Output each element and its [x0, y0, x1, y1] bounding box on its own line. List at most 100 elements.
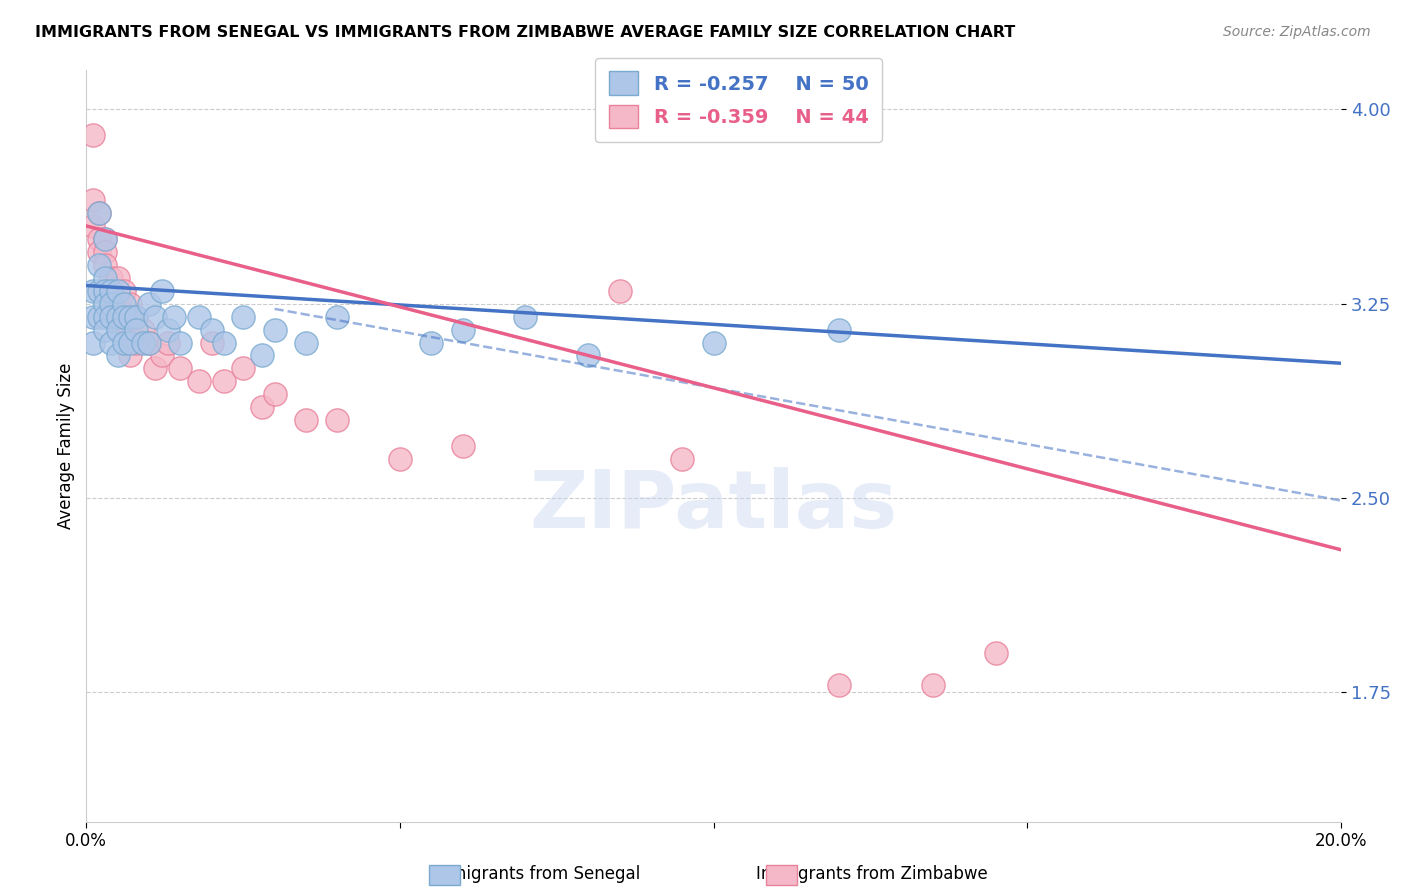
Point	[143, 310, 166, 324]
Point	[138, 335, 160, 350]
Point	[188, 375, 211, 389]
Point	[671, 452, 693, 467]
Point	[87, 206, 110, 220]
Point	[828, 677, 851, 691]
Point	[82, 310, 104, 324]
Point	[169, 361, 191, 376]
Point	[87, 244, 110, 259]
Point	[94, 232, 117, 246]
Point	[263, 387, 285, 401]
Point	[107, 296, 129, 310]
Point	[326, 413, 349, 427]
Point	[107, 310, 129, 324]
Point	[82, 128, 104, 143]
Point	[87, 284, 110, 298]
Point	[107, 322, 129, 336]
Point	[112, 310, 135, 324]
Point	[250, 401, 273, 415]
Point	[609, 284, 631, 298]
Point	[87, 232, 110, 246]
Point	[107, 322, 129, 336]
Point	[125, 310, 148, 324]
Point	[451, 322, 474, 336]
Point	[451, 439, 474, 453]
Point	[388, 452, 411, 467]
Point	[87, 310, 110, 324]
Point	[87, 258, 110, 272]
Text: Immigrants from Zimbabwe: Immigrants from Zimbabwe	[756, 864, 987, 882]
Point	[112, 284, 135, 298]
Point	[169, 335, 191, 350]
Legend: R = -0.257    N = 50, R = -0.359    N = 44: R = -0.257 N = 50, R = -0.359 N = 44	[595, 58, 882, 142]
Point	[82, 284, 104, 298]
Point	[87, 206, 110, 220]
Point	[156, 335, 179, 350]
Point	[515, 310, 537, 324]
Text: Immigrants from Senegal: Immigrants from Senegal	[429, 864, 640, 882]
Point	[138, 335, 160, 350]
Point	[188, 310, 211, 324]
Point	[100, 310, 122, 324]
Point	[120, 296, 142, 310]
Point	[163, 310, 186, 324]
Point	[922, 677, 945, 691]
Point	[107, 270, 129, 285]
Point	[125, 335, 148, 350]
Point	[94, 258, 117, 272]
Point	[112, 310, 135, 324]
Point	[82, 219, 104, 233]
Point	[100, 296, 122, 310]
Point	[94, 310, 117, 324]
Point	[250, 349, 273, 363]
Point	[94, 322, 117, 336]
Point	[132, 335, 155, 350]
Point	[143, 361, 166, 376]
Point	[112, 335, 135, 350]
Point	[94, 244, 117, 259]
Point	[94, 284, 117, 298]
Text: ZIPatlas: ZIPatlas	[530, 467, 898, 545]
Point	[576, 349, 599, 363]
Point	[94, 270, 117, 285]
Point	[132, 322, 155, 336]
Point	[984, 647, 1007, 661]
Point	[295, 413, 318, 427]
Point	[150, 284, 173, 298]
Point	[120, 349, 142, 363]
Point	[232, 361, 254, 376]
Point	[100, 335, 122, 350]
Point	[82, 193, 104, 207]
Point	[214, 375, 236, 389]
Point	[107, 284, 129, 298]
Point	[295, 335, 318, 350]
Point	[120, 322, 142, 336]
Point	[94, 232, 117, 246]
Point	[214, 335, 236, 350]
Point	[326, 310, 349, 324]
Point	[156, 322, 179, 336]
Point	[201, 335, 224, 350]
Point	[100, 284, 122, 298]
Point	[125, 322, 148, 336]
Point	[120, 335, 142, 350]
Point	[263, 322, 285, 336]
Point	[112, 296, 135, 310]
Text: Source: ZipAtlas.com: Source: ZipAtlas.com	[1223, 25, 1371, 39]
Point	[138, 296, 160, 310]
Point	[107, 349, 129, 363]
Point	[100, 284, 122, 298]
Point	[232, 310, 254, 324]
Point	[703, 335, 725, 350]
Point	[94, 284, 117, 298]
Point	[120, 310, 142, 324]
Y-axis label: Average Family Size: Average Family Size	[58, 363, 75, 529]
Point	[828, 322, 851, 336]
Point	[125, 310, 148, 324]
Point	[420, 335, 443, 350]
Point	[100, 310, 122, 324]
Point	[82, 335, 104, 350]
Text: IMMIGRANTS FROM SENEGAL VS IMMIGRANTS FROM ZIMBABWE AVERAGE FAMILY SIZE CORRELAT: IMMIGRANTS FROM SENEGAL VS IMMIGRANTS FR…	[35, 25, 1015, 40]
Point	[201, 322, 224, 336]
Point	[100, 270, 122, 285]
Point	[150, 349, 173, 363]
